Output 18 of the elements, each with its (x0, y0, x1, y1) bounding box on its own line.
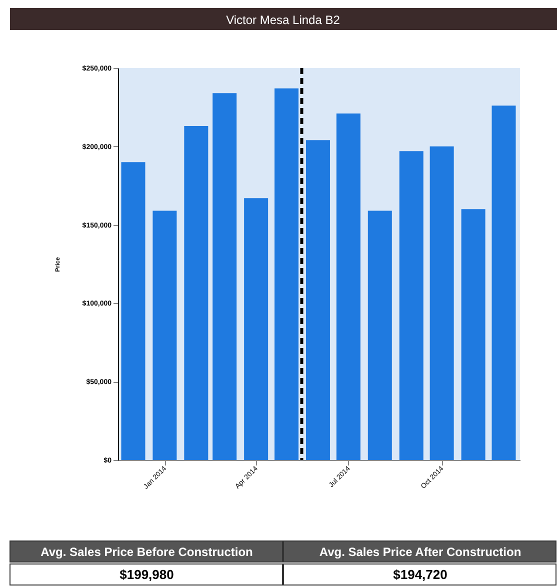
bar (121, 162, 146, 460)
bar (306, 140, 330, 460)
bar (461, 209, 486, 460)
text: Avg. Sales Price After Construction (319, 545, 522, 559)
bar (430, 146, 454, 460)
text: $199,980 (120, 567, 174, 582)
text: $194,720 (393, 567, 448, 582)
bar (399, 151, 424, 460)
bar (274, 88, 299, 460)
text: Avg. Sales Price Before Construction (40, 545, 253, 559)
bar (368, 210, 392, 460)
bar (336, 113, 360, 460)
bar (492, 106, 516, 460)
bar (184, 126, 208, 460)
chart-title: Victor Mesa Linda B2 (226, 13, 340, 27)
bar (152, 210, 177, 460)
bar (244, 198, 268, 460)
bar (212, 93, 237, 460)
